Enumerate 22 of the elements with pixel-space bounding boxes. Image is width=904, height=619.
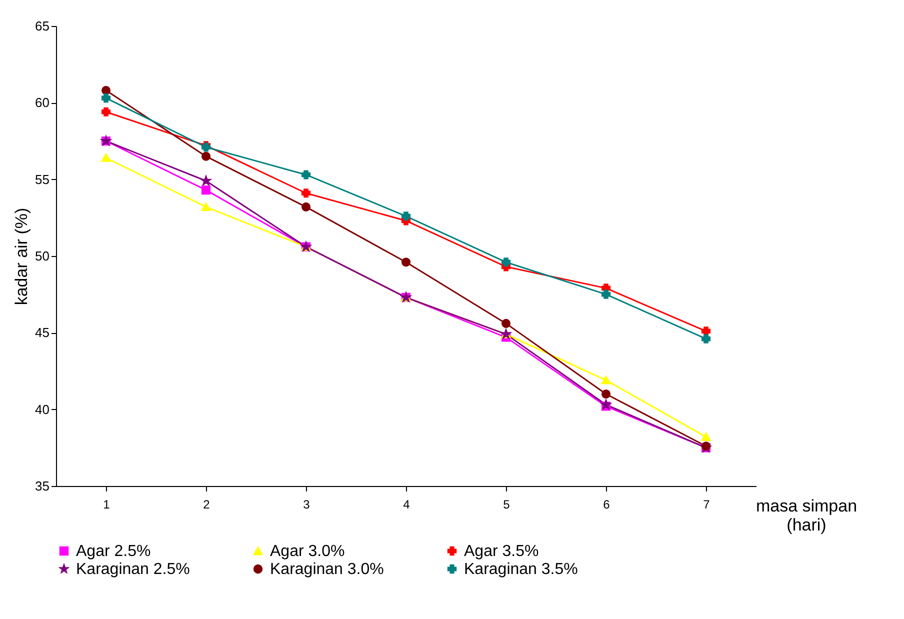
y-tick-label: 65: [35, 18, 50, 34]
legend-label: Karaginan 2.5%: [76, 561, 190, 578]
x-tick-label: 6: [603, 498, 610, 512]
x-tick-label: 7: [703, 498, 710, 512]
x-tick-label: 3: [303, 498, 310, 512]
legend-label: Karaginan 3.5%: [464, 561, 578, 578]
y-tick-label: 40: [35, 402, 50, 417]
y-tick-label: 35: [35, 478, 50, 494]
y-tick-label: 50: [35, 248, 50, 264]
y-tick-label: 45: [35, 325, 50, 340]
y-tick-label: 60: [35, 95, 50, 110]
x-tick-label: 4: [403, 498, 410, 512]
legend-label: Karaginan 3.0%: [270, 561, 384, 578]
x-axis-title: masa simpan (hari): [756, 496, 858, 534]
legend-label: Agar 2.5%: [76, 543, 151, 560]
legend-label: Agar 3.5%: [464, 543, 539, 560]
x-tick-label: 2: [203, 498, 210, 512]
y-tick-label: 55: [35, 172, 50, 187]
y-axis-title: kadar air (%): [12, 208, 32, 306]
legend-label: Agar 3.0%: [270, 543, 345, 560]
x-tick-label: 5: [503, 498, 510, 512]
x-tick-label: 1: [103, 498, 110, 512]
